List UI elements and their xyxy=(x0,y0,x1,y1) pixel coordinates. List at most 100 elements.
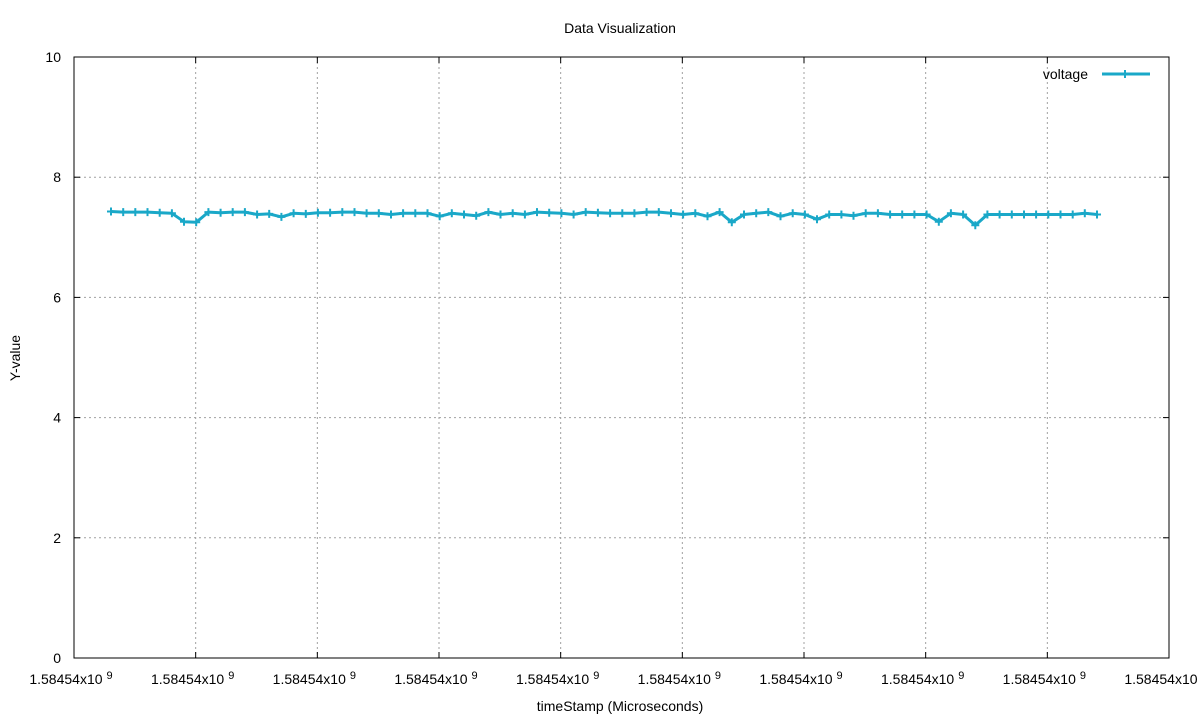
data-point xyxy=(1068,210,1077,219)
data-point xyxy=(460,210,468,219)
chart-title: Data Visualization xyxy=(564,20,676,36)
data-point xyxy=(119,208,128,217)
legend-marker xyxy=(1121,70,1129,78)
y-tick-label: 4 xyxy=(53,410,61,426)
data-point xyxy=(399,209,408,218)
x-axis-label: timeStamp (Microseconds) xyxy=(537,698,704,714)
data-point xyxy=(752,209,761,218)
data-point xyxy=(338,208,347,217)
data-point xyxy=(1080,209,1089,218)
data-point xyxy=(520,210,529,219)
data-point xyxy=(910,210,919,219)
data-point xyxy=(593,208,602,217)
data-point xyxy=(618,209,627,218)
data-point xyxy=(679,210,688,219)
data-point xyxy=(216,208,225,217)
data-point xyxy=(155,208,164,217)
data-point xyxy=(691,209,700,218)
data-point xyxy=(715,208,724,217)
y-axis-label: Y-value xyxy=(7,335,23,381)
data-point xyxy=(788,209,797,218)
data-point xyxy=(1044,210,1053,219)
data-point xyxy=(557,209,566,218)
data-point xyxy=(533,208,541,217)
data-point xyxy=(484,208,493,217)
data-point xyxy=(496,210,505,219)
data-point xyxy=(253,210,262,219)
data-point xyxy=(837,210,846,219)
data-point xyxy=(606,209,615,218)
data-point xyxy=(995,210,1004,219)
data-point xyxy=(411,209,420,218)
data-point xyxy=(1093,210,1101,219)
data-point xyxy=(873,209,882,218)
legend-label: voltage xyxy=(1043,66,1088,82)
data-point xyxy=(825,210,834,219)
data-point xyxy=(204,208,213,217)
data-point xyxy=(642,208,651,217)
data-point xyxy=(167,209,176,218)
data-point xyxy=(740,210,748,219)
data-point xyxy=(265,209,274,218)
data-point xyxy=(727,218,736,227)
data-point xyxy=(362,209,371,218)
data-point xyxy=(946,209,955,218)
y-tick-label: 0 xyxy=(53,650,61,666)
axis-ticks: 0 2 4 6 8 10 1.58454x10 9 1.58454x10 9 1.58454x10 9… xyxy=(29,49,1200,687)
data-point xyxy=(180,217,188,226)
data-point xyxy=(983,210,992,219)
legend: voltage xyxy=(1043,66,1150,82)
data-point xyxy=(813,215,821,224)
plot-frame xyxy=(73,56,1170,659)
data-point xyxy=(240,208,249,217)
series-layer xyxy=(107,207,1101,230)
data-point xyxy=(934,217,943,226)
data-point xyxy=(508,209,517,218)
data-point xyxy=(313,208,322,217)
series-line-voltage xyxy=(110,210,1098,227)
data-point xyxy=(143,208,152,217)
data-point xyxy=(776,212,785,221)
data-point xyxy=(1032,210,1041,219)
data-point xyxy=(898,210,907,219)
data-point xyxy=(472,211,481,220)
data-point xyxy=(861,209,870,218)
data-point xyxy=(569,210,578,219)
data-point xyxy=(326,208,335,217)
data-point xyxy=(350,208,359,217)
data-point xyxy=(800,210,809,219)
data-point xyxy=(131,208,140,217)
data-point xyxy=(192,218,201,227)
data-point xyxy=(971,221,980,230)
data-point xyxy=(301,209,310,218)
data-point xyxy=(545,208,554,217)
data-point xyxy=(959,210,968,219)
data-point xyxy=(764,208,773,217)
data-point xyxy=(1020,210,1028,219)
data-point xyxy=(289,209,298,218)
data-point xyxy=(1007,210,1016,219)
data-point xyxy=(703,212,712,221)
data-point xyxy=(654,208,663,217)
grid xyxy=(74,57,1169,658)
data-point xyxy=(277,212,286,221)
data-point xyxy=(581,208,590,217)
data-point xyxy=(387,210,395,219)
data-point xyxy=(667,209,675,218)
y-tick-label: 2 xyxy=(53,530,61,546)
data-point xyxy=(447,209,456,218)
data-point xyxy=(107,207,115,216)
data-point xyxy=(423,209,432,218)
y-tick-label: 8 xyxy=(53,169,61,185)
